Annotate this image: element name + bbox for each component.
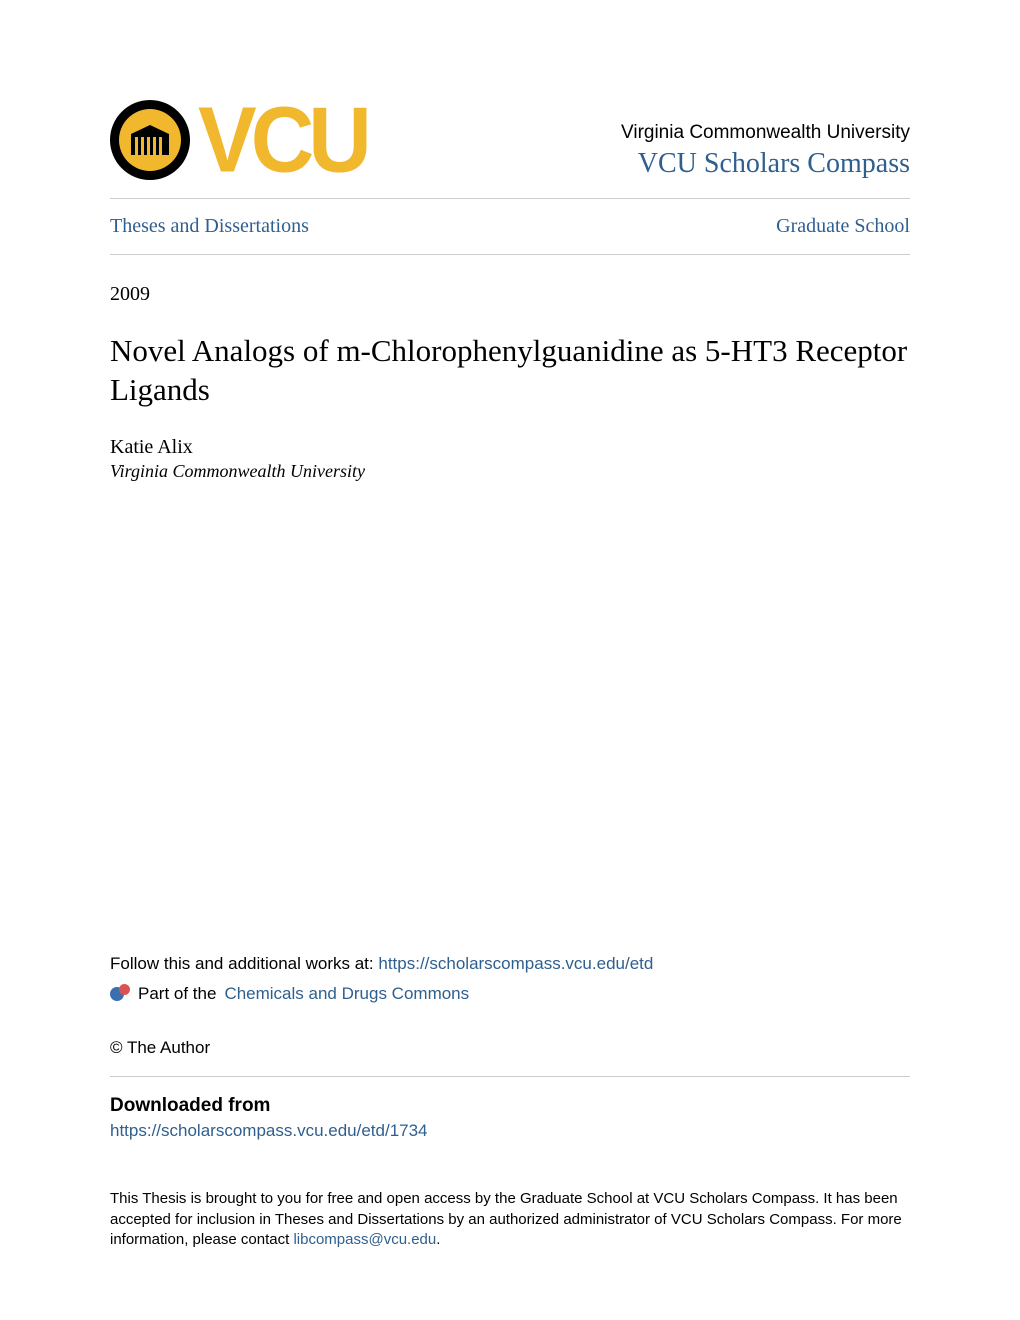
divider — [110, 1076, 910, 1077]
footer-text: This Thesis is brought to you for free a… — [110, 1189, 910, 1250]
logo-block: VCU — [110, 100, 366, 180]
network-icon — [110, 984, 130, 1004]
part-of-row: Part of the Chemicals and Drugs Commons — [110, 984, 910, 1004]
follow-line: Follow this and additional works at: htt… — [110, 954, 910, 974]
header: VCU Virginia Commonwealth University VCU… — [110, 100, 910, 199]
logo-text: VCU — [198, 103, 366, 177]
university-block: Virginia Commonwealth University VCU Sch… — [621, 122, 910, 180]
author-name: Katie Alix — [110, 436, 910, 459]
nav-theses-link[interactable]: Theses and Dissertations — [110, 215, 309, 238]
university-seal-icon — [110, 100, 190, 180]
footer-text-a: This Thesis is brought to you for free a… — [110, 1190, 902, 1248]
downloaded-from-heading: Downloaded from — [110, 1095, 910, 1117]
part-of-link[interactable]: Chemicals and Drugs Commons — [224, 984, 469, 1004]
breadcrumb: Theses and Dissertations Graduate School — [110, 199, 910, 255]
copyright-text: © The Author — [110, 1038, 910, 1058]
contact-email-link[interactable]: libcompass@vcu.edu — [293, 1231, 436, 1248]
author-affiliation: Virginia Commonwealth University — [110, 461, 910, 482]
scholars-compass-link[interactable]: VCU Scholars Compass — [621, 148, 910, 180]
footer-text-b: . — [436, 1231, 440, 1248]
part-of-prefix: Part of the — [138, 984, 216, 1004]
university-name: Virginia Commonwealth University — [621, 122, 910, 144]
lower-section: Follow this and additional works at: htt… — [110, 954, 910, 1250]
nav-graduate-school-link[interactable]: Graduate School — [776, 215, 910, 238]
download-url-link[interactable]: https://scholarscompass.vcu.edu/etd/1734 — [110, 1121, 910, 1141]
follow-prefix: Follow this and additional works at: — [110, 954, 378, 973]
publication-year: 2009 — [110, 283, 910, 306]
page-title: Novel Analogs of m-Chlorophenylguanidine… — [110, 332, 910, 410]
follow-url-link[interactable]: https://scholarscompass.vcu.edu/etd — [378, 954, 653, 973]
